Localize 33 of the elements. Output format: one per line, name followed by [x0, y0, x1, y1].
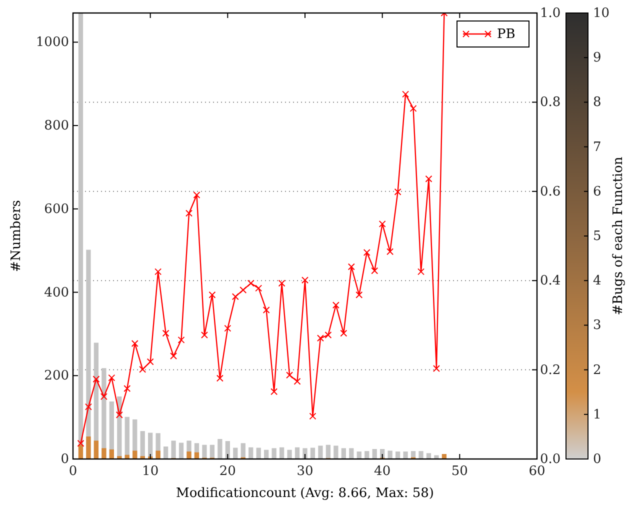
- x-tick-label: 40: [374, 464, 391, 479]
- y-tick-label: 600: [44, 202, 69, 217]
- y-axis-title: #Numbers: [9, 200, 24, 272]
- y2-tick-label: 1.0: [540, 6, 561, 21]
- x-tick-label: 60: [528, 464, 546, 479]
- color-bar-label: 6: [593, 184, 602, 200]
- y2-tick-label: 0.0: [540, 452, 561, 467]
- x-axis-title: Modificationcount (Avg: 8.66, Max: 58): [176, 486, 434, 501]
- y-tick-label: 800: [44, 118, 69, 134]
- color-bar-label: 5: [593, 229, 602, 244]
- y2-tick-label: 0.4: [540, 274, 561, 289]
- y2-tick-label: 0.8: [540, 95, 561, 110]
- color-bar-label: 0: [593, 452, 602, 467]
- color-bar-label: 1: [593, 407, 602, 422]
- color-bar-label: 4: [593, 274, 602, 289]
- y-tick-label: 0: [60, 452, 69, 467]
- color-bar-label: 10: [593, 6, 610, 21]
- color-bar-title: #Bugs of each Function: [611, 156, 626, 316]
- color-bar-label: 2: [593, 362, 602, 378]
- color-bar-label: 7: [593, 140, 602, 155]
- x-tick-label: 50: [451, 464, 468, 479]
- color-bar-label: 9: [593, 50, 602, 66]
- y-tick-label: 400: [44, 285, 69, 300]
- y2-tick-label: 0.6: [540, 184, 561, 200]
- x-tick-label: 30: [296, 464, 314, 479]
- color-bar-label: 8: [593, 95, 602, 110]
- legend-label: PB: [497, 27, 516, 42]
- x-tick-label: 20: [219, 464, 236, 479]
- y2-tick-label: 0.2: [540, 362, 561, 378]
- y-tick-label: 1000: [36, 35, 69, 50]
- y-tick-label: 200: [44, 368, 69, 384]
- x-tick-label: 10: [142, 464, 159, 479]
- color-bar-label: 3: [593, 318, 602, 334]
